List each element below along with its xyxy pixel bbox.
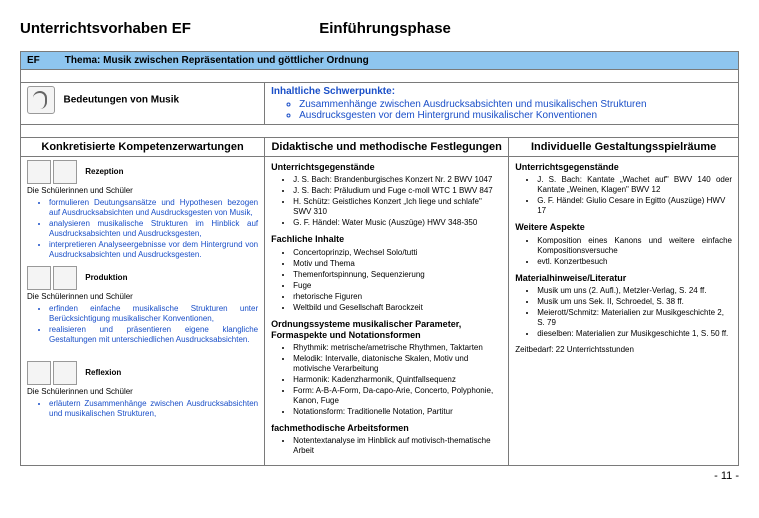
theme-row: EF Thema: Musik zwischen Repräsentation … [21,52,739,70]
isp-item: Zusammenhänge zwischen Ausdrucksabsichte… [299,99,732,110]
list-item: Melodik: Intervalle, diatonische Skalen,… [293,354,502,374]
col-gestaltung: Unterrichtsgegenstände J. S. Bach: Kanta… [509,157,739,466]
main-table: EF Thema: Musik zwischen Repräsentation … [20,51,739,466]
ug-list: J. S. Bach: Brandenburgisches Konzert Nr… [271,175,502,228]
theme-prefix: EF [27,55,40,66]
list-item: erfinden einfache musikalische Strukture… [49,304,258,324]
icon-strip [27,160,79,184]
title-right: Einführungsphase [319,20,451,37]
wa-list: Komposition eines Kanons und weitere ein… [515,236,732,267]
icon-strip [27,266,79,290]
ug-label: Unterrichtsgegenstände [271,162,502,173]
schueler-text: Die Schülerinnen und Schüler [27,387,258,397]
list-item: dieselben: Materialien zur Musikgeschich… [537,329,732,339]
list-item: formulieren Deutungsansätze und Hypothes… [49,198,258,218]
list-item: G. F. Händel: Water Music (Auszüge) HWV … [293,218,502,228]
zeitbedarf: Zeitbedarf: 22 Unterrichtsstunden [515,345,732,355]
col-didaktik: Unterrichtsgegenstände J. S. Bach: Brand… [265,157,509,466]
rezeption-list: formulieren Deutungsansätze und Hypothes… [27,198,258,260]
list-item: Notentextanalyse im Hinblick auf motivis… [293,436,502,456]
ord-label: Ordnungssysteme musikalischer Parameter,… [271,319,502,342]
ug-list: J. S. Bach: Kantate „Wachet auf" BWV 140… [515,175,732,216]
isp-title: Inhaltliche Schwerpunkte: [271,86,395,97]
ug-label: Unterrichtsgegenstände [515,162,732,173]
produktion-label: Produktion [85,273,127,282]
schueler-text: Die Schülerinnen und Schüler [27,186,258,196]
ear-icon [27,86,55,114]
list-item: Fuge [293,281,502,291]
list-item: Komposition eines Kanons und weitere ein… [537,236,732,256]
col-header-1: Konkretisierte Kompetenzerwartungen [21,138,265,157]
list-item: Rhythmik: metrische/ametrische Rhythmen,… [293,343,502,353]
list-item: Form: A-B-A-Form, Da-capo-Arie, Concerto… [293,386,502,406]
column-headers: Konkretisierte Kompetenzerwartungen Dida… [21,138,739,157]
schueler-text: Die Schülerinnen und Schüler [27,292,258,302]
list-item: interpretieren Analyseergebnisse vor dem… [49,240,258,260]
fi-label: Fachliche Inhalte [271,234,502,245]
fi-list: Concertoprinzip, Wechsel Solo/tutti Moti… [271,248,502,313]
list-item: Musik um uns Sek. II, Schroedel, S. 38 f… [537,297,732,307]
list-item: J. S. Bach: Kantate „Wachet auf" BWV 140… [537,175,732,195]
list-item: Notationsform: Traditionelle Notation, P… [293,407,502,417]
produktion-list: erfinden einfache musikalische Strukture… [27,304,258,345]
list-item: Weltbild und Gesellschaft Barockzeit [293,303,502,313]
mh-label: Materialhinweise/Literatur [515,273,732,284]
col-header-3: Individuelle Gestaltungsspielräume [509,138,739,157]
list-item: evtl. Konzertbesuch [537,257,732,267]
col-kompetenzen: Rezeption Die Schülerinnen und Schüler f… [21,157,265,466]
list-item: erläutern Zusammenhänge zwischen Ausdruc… [49,399,258,419]
list-item: analysieren musikalische Strukturen im H… [49,219,258,239]
reflexion-list: erläutern Zusammenhänge zwischen Ausdruc… [27,399,258,419]
page-number: - 11 - [20,470,739,482]
list-item: realisieren und präsentieren eigene klan… [49,325,258,345]
page-title: Unterrichtsvorhaben EF Einführungsphase [20,20,739,37]
ord-list: Rhythmik: metrische/ametrische Rhythmen,… [271,343,502,417]
fm-label: fachmethodische Arbeitsformen [271,423,502,434]
col-header-2: Didaktische und methodische Festlegungen [265,138,509,157]
content-row: Rezeption Die Schülerinnen und Schüler f… [21,157,739,466]
list-item: J. S. Bach: Präludium und Fuge c-moll WT… [293,186,502,196]
list-item: Meierott/Schmitz: Materialien zur Musikg… [537,308,732,328]
mh-list: Musik um uns (2. Aufl.), Metzler-Verlag,… [515,286,732,339]
list-item: Musik um uns (2. Aufl.), Metzler-Verlag,… [537,286,732,296]
list-item: Concertoprinzip, Wechsel Solo/tutti [293,248,502,258]
isp-list: Zusammenhänge zwischen Ausdrucksabsichte… [271,99,732,121]
icon-strip [27,361,79,385]
list-item: Harmonik: Kadenzharmonik, Quintfallseque… [293,375,502,385]
wa-label: Weitere Aspekte [515,222,732,233]
rezeption-label: Rezeption [85,167,123,176]
bedeutungen-label: Bedeutungen von Musik [64,94,180,105]
isp-item: Ausdrucksgesten vor dem Hintergrund musi… [299,110,732,121]
list-item: J. S. Bach: Brandenburgisches Konzert Nr… [293,175,502,185]
list-item: rhetorische Figuren [293,292,502,302]
list-item: H. Schütz: Geistliches Konzert „Ich lieg… [293,197,502,217]
reflexion-label: Reflexion [85,368,121,377]
theme-label: Thema: Musik zwischen Repräsentation und… [65,55,369,66]
fm-list: Notentextanalyse im Hinblick auf motivis… [271,436,502,456]
title-left: Unterrichtsvorhaben EF [20,20,191,37]
list-item: Motiv und Thema [293,259,502,269]
list-item: G. F. Händel: Giulio Cesare in Egitto (A… [537,196,732,216]
list-item: Themenfortspinnung, Sequenzierung [293,270,502,280]
schwerpunkte-row: Bedeutungen von Musik Inhaltliche Schwer… [21,83,739,125]
